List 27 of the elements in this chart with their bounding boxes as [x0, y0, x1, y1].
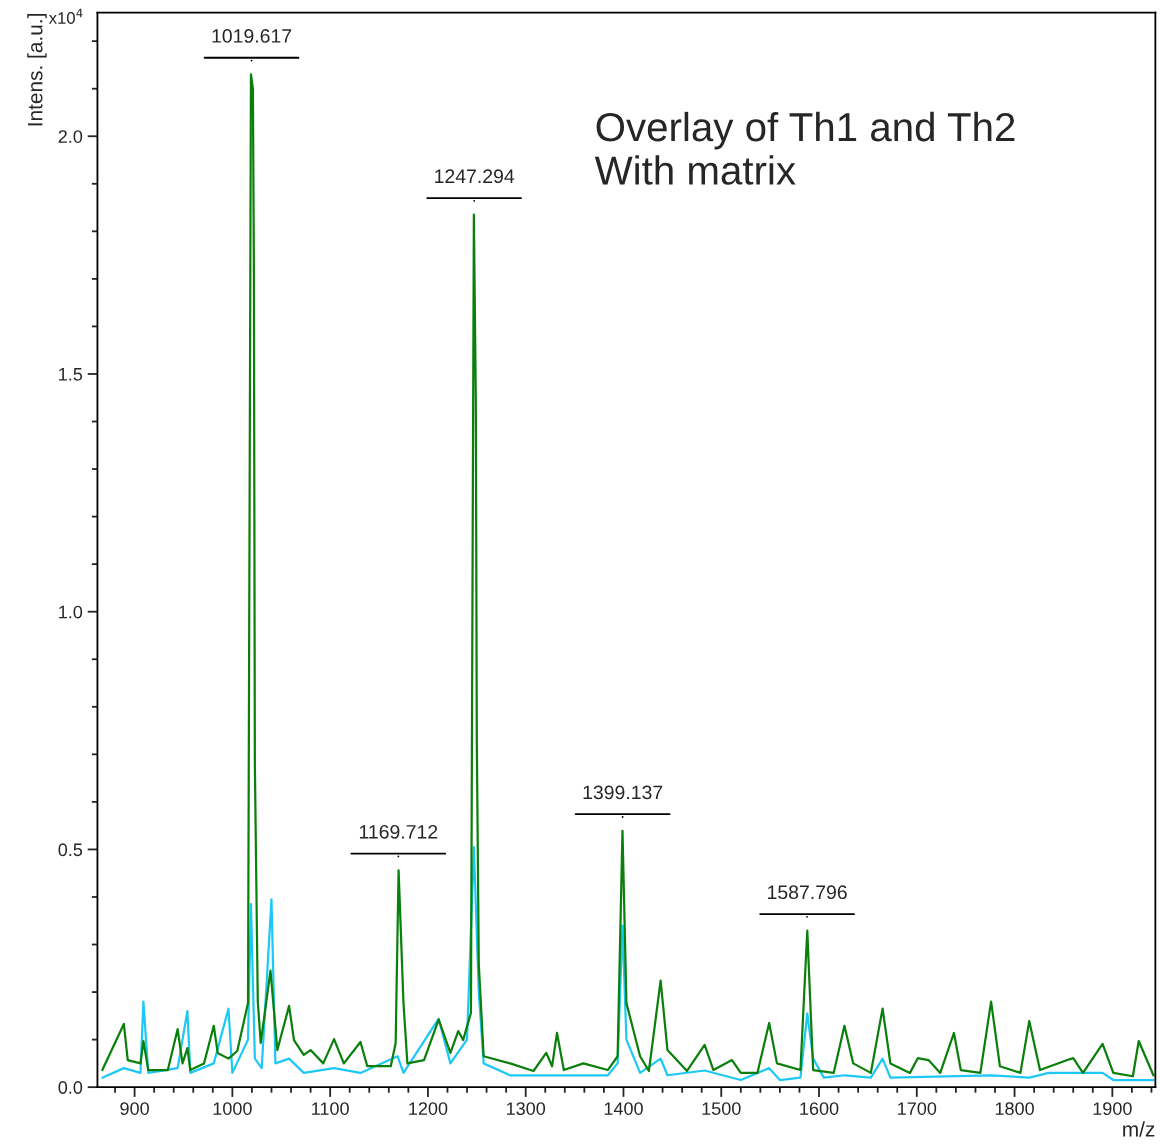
- y-tick-label: 1.0: [59, 605, 83, 619]
- line-series: [101, 73, 1155, 1078]
- y-tick-label: 0.0: [58, 1081, 83, 1094]
- y-tick-label: 1.5: [59, 368, 83, 381]
- annotation: 1587.796: [768, 885, 847, 900]
- annotation: 1169.712: [359, 824, 438, 839]
- y-tick-label: 0.5: [58, 843, 83, 857]
- annotation: 1399.137: [583, 785, 663, 800]
- y-axis-title: Intens. [a.u.]: [27, 14, 47, 126]
- x-tick-label: 1500: [702, 1102, 741, 1115]
- x-tick-label: 1600: [800, 1102, 839, 1115]
- x-tick-label: 900: [120, 1102, 149, 1115]
- x-axis-title: m/z: [1123, 1121, 1155, 1137]
- line-series: [101, 845, 1155, 1082]
- x-tick-label: 1100: [312, 1102, 349, 1115]
- x-tick-label: 1700: [898, 1102, 937, 1115]
- x-tick-label: 1200: [409, 1102, 448, 1115]
- annotation: Overlay of Th1 and Th2 With matrix: [594, 111, 1015, 185]
- x-tick-label: 1300: [506, 1102, 546, 1115]
- y-tick-label: 2.0: [58, 130, 83, 143]
- x-tick-label: 1000: [213, 1102, 252, 1115]
- text: x10$^{4}$: [48, 8, 83, 24]
- x-tick-label: 1400: [604, 1102, 643, 1115]
- x-tick-label: 1800: [995, 1102, 1034, 1115]
- x-tick-label: 1900: [1093, 1102, 1132, 1115]
- annotation: 1019.617: [212, 29, 292, 43]
- annotation: 1247.294: [435, 169, 515, 184]
